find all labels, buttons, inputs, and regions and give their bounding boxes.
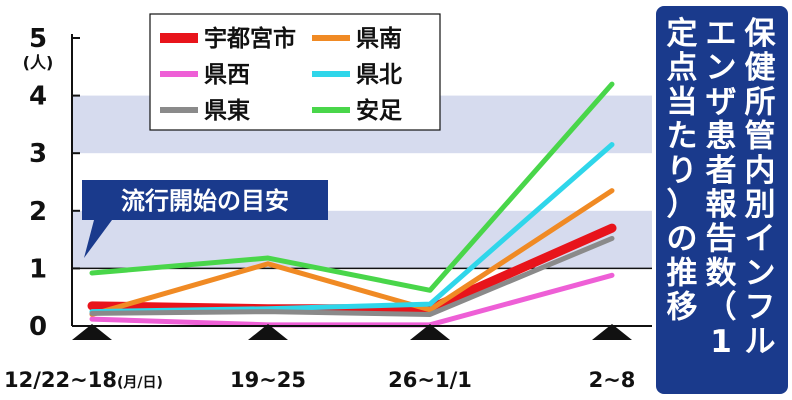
chart-title-char: 1 [710, 324, 732, 360]
y-tick-label: 2 [29, 197, 47, 227]
chart-title-char: 患 [706, 119, 737, 155]
legend-label: 県西 [204, 62, 250, 88]
x-tick-label: 26~1/1 [388, 368, 472, 392]
chart-title-char: 別 [745, 187, 776, 223]
y-axis-unit: (人) [23, 53, 54, 72]
legend-box [149, 13, 441, 131]
legend-label: 県東 [204, 98, 250, 124]
x-tick-label: 2~8 [589, 368, 636, 392]
chart-title-char: 保 [745, 16, 777, 52]
chart-title-char: ） [667, 187, 698, 223]
x-tick-label: 19~25 [230, 368, 306, 392]
y-tick-label: 1 [29, 254, 47, 284]
series-line [89, 235, 615, 317]
series-layer [87, 81, 617, 328]
chart-title-char: （ [706, 290, 737, 326]
chart-title-char: 数 [706, 255, 737, 291]
chart-title-char: ル [745, 324, 776, 360]
chart-title-char: り [667, 153, 698, 189]
legend-label: 安足 [356, 97, 402, 124]
y-tick-label: 4 [29, 82, 47, 112]
y-tick-label: 5 [29, 24, 47, 54]
x-tick-marker [410, 324, 450, 340]
legend-label: 宇都宮市 [204, 25, 296, 52]
series-line [89, 188, 615, 317]
chart-title-char: 告 [706, 221, 737, 257]
threshold-callout-label: 流行開始の目安 [121, 187, 289, 215]
chart-title-background [656, 6, 788, 394]
chart-title-char: ザ [706, 84, 737, 120]
threshold-callout-box [82, 180, 328, 258]
chart-title-char: 報 [706, 187, 738, 223]
chart-title-char: 所 [745, 84, 776, 120]
chart-title-char: ン [706, 50, 737, 86]
chart-title-char: 健 [745, 50, 776, 86]
chart-title-char: 推 [667, 255, 698, 291]
chart-title-char: 点 [667, 50, 698, 86]
y-tick-labels: 0 1 2 3 4 5 [29, 24, 47, 342]
chart-title-char: の [667, 221, 698, 257]
x-tick-label: 12/22~18(月/日) [4, 368, 163, 392]
chart-title-char: 移 [667, 290, 698, 326]
series-line [89, 81, 615, 293]
axes [71, 34, 652, 340]
chart-title-char: 内 [745, 153, 776, 189]
x-tick-labels: 12/22~18(月/日) 19~25 26~1/1 2~8 [4, 368, 635, 392]
y-tick-label: 3 [29, 139, 47, 169]
chart-title-char: フ [745, 290, 776, 326]
chart-title-char: た [667, 119, 698, 155]
threshold-callout: 流行開始の目安 [82, 180, 328, 258]
x-tick-marker [72, 324, 112, 340]
x-tick-marker [592, 324, 632, 340]
legend-label: 県南 [356, 26, 402, 52]
series-line [89, 272, 615, 328]
chart-title-char: イ [745, 221, 776, 257]
x-tick-marker [248, 324, 288, 340]
chart-title-char: エ [706, 16, 737, 52]
chart-title-char: ン [745, 255, 776, 291]
chart-title-char: 管 [745, 119, 776, 155]
legend-label: 県北 [356, 62, 402, 88]
chart-title-char: 当 [667, 84, 698, 120]
y-tick-label: 0 [29, 312, 47, 342]
chart-title-char: 定 [667, 16, 698, 52]
grid-band [72, 210, 652, 269]
chart-title-char: 者 [706, 153, 737, 189]
